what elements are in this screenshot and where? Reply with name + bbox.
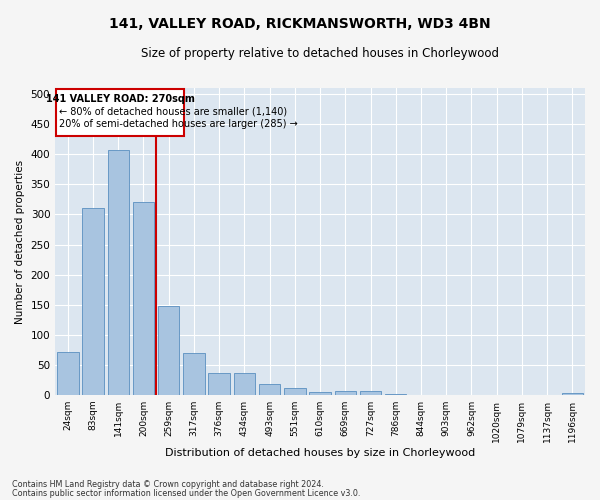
- Text: 20% of semi-detached houses are larger (285) →: 20% of semi-detached houses are larger (…: [59, 120, 298, 130]
- Text: Contains HM Land Registry data © Crown copyright and database right 2024.: Contains HM Land Registry data © Crown c…: [12, 480, 324, 489]
- Bar: [385, 394, 406, 395]
- Title: Size of property relative to detached houses in Chorleywood: Size of property relative to detached ho…: [141, 48, 499, 60]
- Bar: [56, 90, 184, 136]
- Text: Contains public sector information licensed under the Open Government Licence v3: Contains public sector information licen…: [12, 488, 361, 498]
- Bar: [310, 392, 331, 395]
- Bar: [208, 374, 230, 395]
- Bar: [284, 388, 305, 395]
- Text: 141 VALLEY ROAD: 270sqm: 141 VALLEY ROAD: 270sqm: [46, 94, 194, 104]
- Bar: [360, 392, 381, 395]
- Bar: [335, 392, 356, 395]
- Bar: [57, 352, 79, 395]
- X-axis label: Distribution of detached houses by size in Chorleywood: Distribution of detached houses by size …: [165, 448, 475, 458]
- Bar: [183, 353, 205, 395]
- Text: 141, VALLEY ROAD, RICKMANSWORTH, WD3 4BN: 141, VALLEY ROAD, RICKMANSWORTH, WD3 4BN: [109, 18, 491, 32]
- Bar: [233, 374, 255, 395]
- Text: ← 80% of detached houses are smaller (1,140): ← 80% of detached houses are smaller (1,…: [59, 106, 287, 116]
- Bar: [259, 384, 280, 395]
- Bar: [82, 208, 104, 395]
- Bar: [133, 202, 154, 395]
- Bar: [562, 393, 583, 395]
- Y-axis label: Number of detached properties: Number of detached properties: [15, 160, 25, 324]
- Bar: [107, 150, 129, 395]
- Bar: [158, 306, 179, 395]
